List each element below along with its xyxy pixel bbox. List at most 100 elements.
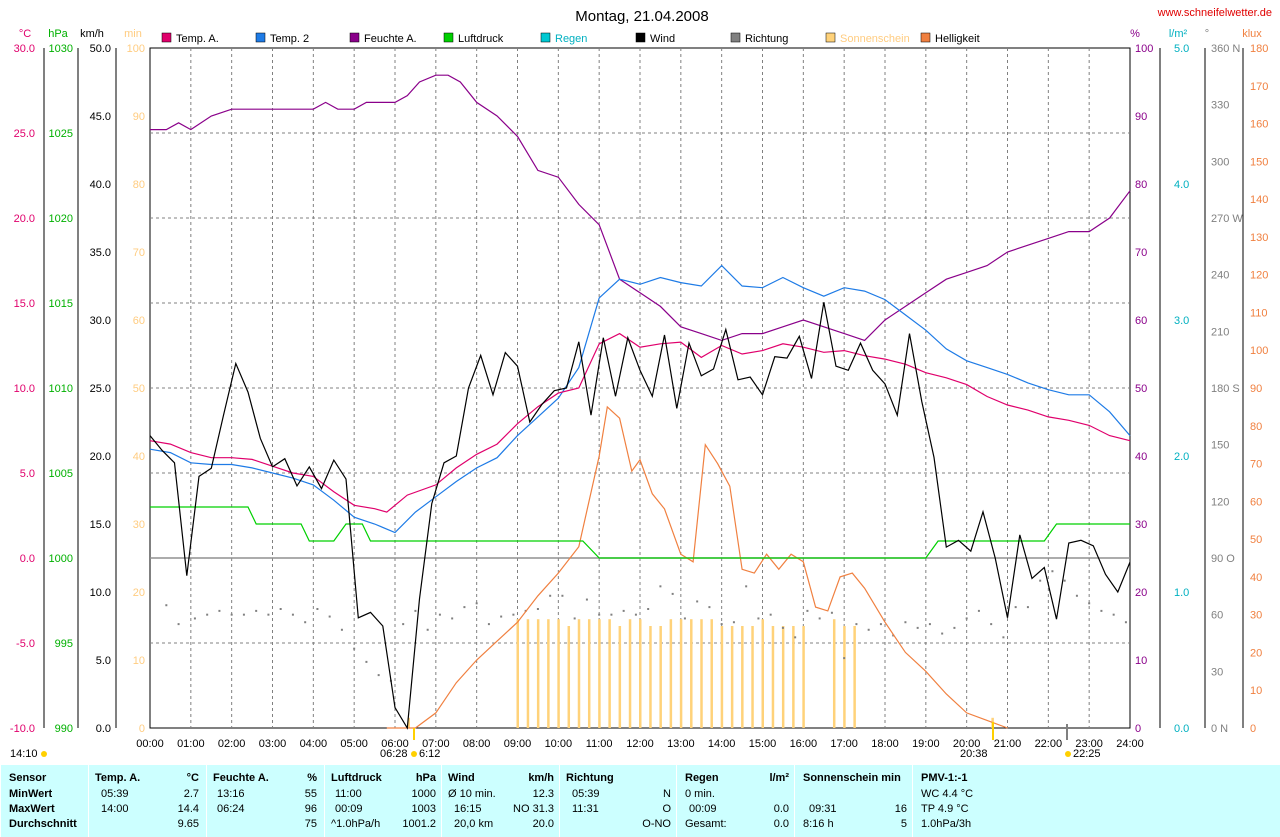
direction-dot	[867, 628, 870, 631]
unit-dir: °	[1205, 28, 1209, 40]
sunshine-bar	[802, 626, 805, 728]
sunshine-bar	[700, 619, 703, 728]
tick-wind: 35.0	[90, 247, 111, 259]
stats-luftdruck-min-value: 1000	[411, 788, 436, 800]
tick-temp: 5.0	[20, 468, 35, 480]
sunshine-bar	[526, 619, 530, 728]
tick-dir: 120	[1211, 496, 1229, 508]
tick-dir: 30	[1211, 666, 1223, 678]
tick-wind: 50.0	[90, 43, 111, 55]
stats-temp: Temp. A. °C 05:39 2.7 14:00 14.4 9.65	[88, 765, 207, 837]
stats-temp-min-value: 2.7	[183, 788, 199, 800]
stats-regen-unit: l/m²	[769, 772, 789, 784]
stats-luftdruck-max-time: 00:09	[335, 803, 363, 815]
stats-regen-duration: 0 min.	[685, 788, 715, 800]
x-tick-label: 22:00	[1035, 738, 1063, 750]
tick-lux: 140	[1250, 194, 1268, 206]
direction-dot	[1075, 594, 1078, 597]
sunshine-bar	[577, 619, 581, 728]
stats-sensor: Sensor MinWert MaxWert Durchschnitt	[0, 765, 89, 837]
x-tick-label: 02:00	[218, 738, 246, 750]
sun-icon	[41, 751, 47, 757]
stats-sonnenschein: Sonnenschein min 09:31 16 8:16 h 5	[794, 765, 913, 837]
tick-dir: 150	[1211, 440, 1229, 452]
unit-sun: min	[124, 28, 142, 40]
series-line-temp_2	[149, 264, 1131, 534]
stats-regen-total-value: 0.0	[773, 818, 789, 830]
direction-dot	[242, 613, 245, 616]
tick-wind: 30.0	[90, 315, 111, 327]
direction-dot	[206, 613, 209, 616]
direction-dot	[683, 617, 686, 620]
sunshine-bar	[781, 626, 785, 728]
direction-dot	[451, 617, 454, 620]
annot-sunrise: 06:28	[380, 748, 408, 760]
sunshine-bar	[618, 626, 622, 728]
tick-hum: 40	[1135, 451, 1147, 463]
direction-dot	[1051, 570, 1054, 573]
direction-dot	[794, 636, 797, 639]
tick-sun: 50	[133, 383, 145, 395]
tick-rain: 0.0	[1174, 723, 1189, 735]
tick-lux: 30	[1250, 610, 1262, 622]
x-tick-label: 12:00	[626, 738, 654, 750]
stats-min-label: MinWert	[9, 788, 53, 800]
series-line-wind	[149, 302, 1131, 730]
tick-wind: 10.0	[90, 587, 111, 599]
tick-sun: 30	[133, 519, 145, 531]
direction-dot	[1088, 602, 1091, 605]
tick-wind: 15.0	[90, 519, 111, 531]
x-tick-label: 00:00	[136, 738, 164, 750]
sunshine-bar	[567, 626, 571, 728]
sunshine-bar	[649, 626, 652, 728]
tick-temp: -5.0	[16, 638, 35, 650]
direction-dot	[218, 609, 221, 612]
direction-dot	[781, 626, 784, 629]
direction-dot	[1039, 579, 1042, 582]
direction-dot	[230, 613, 233, 616]
x-tick-label: 10:00	[545, 738, 573, 750]
tick-dir: 180 S	[1211, 383, 1240, 395]
stats-regen: Regen l/m² 0 min. 00:09 0.0 Gesamt: 0.0	[676, 765, 795, 837]
sunshine-bar	[557, 619, 560, 728]
sunshine-bar	[720, 626, 724, 728]
tick-lux: 80	[1250, 421, 1262, 433]
tick-lux: 120	[1250, 270, 1268, 282]
x-tick-label: 18:00	[871, 738, 899, 750]
tick-wind: 5.0	[96, 655, 111, 667]
unit-lux: klux	[1242, 28, 1262, 40]
tick-hum: 0	[1135, 723, 1141, 735]
stats-sonnenschein-max-time: 09:31	[809, 803, 837, 815]
direction-dot	[328, 615, 331, 618]
direction-dot	[573, 617, 576, 620]
direction-dot	[806, 609, 809, 612]
direction-dot	[255, 609, 258, 612]
sunshine-bar	[639, 619, 642, 728]
x-tick-label: 11:00	[586, 738, 613, 750]
direction-dot	[561, 594, 564, 597]
stats-pmv-tp: TP 4.9 °C	[921, 803, 969, 815]
tick-wind: 0.0	[96, 723, 111, 735]
legend-label-feuchte: Feuchte A.	[364, 33, 417, 45]
stats-wind-header: Wind	[448, 772, 475, 784]
stats-wind-unit: km/h	[528, 772, 554, 784]
legend: Temp. A. Temp. 2 Feuchte A. Luftdruck Regen W…	[161, 32, 980, 45]
direction-dot	[720, 623, 723, 626]
x-tick-label: 08:00	[463, 738, 491, 750]
stats-temp-avg-value: 9.65	[177, 818, 199, 830]
chart-title: Montag, 21.04.2008	[575, 8, 708, 25]
sunshine-bar	[628, 619, 632, 728]
tick-press: 1020	[49, 213, 73, 225]
stats-pmv-trend: 1.0hPa/3h	[921, 818, 972, 830]
stats-richtung-min-value: N	[663, 788, 671, 800]
direction-dot	[843, 657, 846, 660]
tick-sun: 80	[133, 179, 145, 191]
stats-richtung-header: Richtung	[566, 772, 614, 784]
series-line-helligkeit	[386, 405, 1008, 729]
tick-temp: 30.0	[14, 43, 35, 55]
tick-sun: 0	[139, 723, 145, 735]
direction-dot	[353, 647, 356, 650]
website-link[interactable]: www.schneifelwetter.de	[1157, 7, 1272, 19]
direction-dot	[512, 613, 515, 616]
tick-dir: 270 W	[1211, 213, 1243, 225]
